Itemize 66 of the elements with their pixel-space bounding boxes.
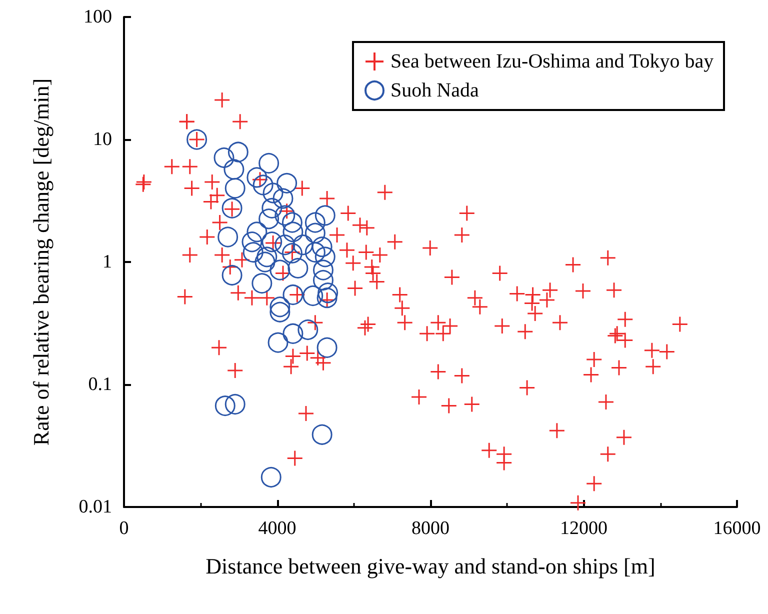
point [282, 222, 304, 242]
x-tick-label: 16000 [713, 518, 761, 539]
point [312, 270, 334, 290]
point [246, 167, 268, 188]
point [268, 332, 288, 353]
point [242, 232, 262, 252]
point [252, 273, 272, 294]
point [270, 302, 290, 322]
point [282, 323, 304, 344]
point [224, 178, 246, 198]
point [228, 142, 248, 162]
point [214, 396, 236, 416]
y-tick-label: 1 [102, 252, 112, 272]
x-tick-label: 4000 [258, 518, 296, 539]
point [312, 424, 332, 445]
y-tick-label: 100 [84, 6, 112, 28]
y-tick-label: 10 [93, 129, 112, 150]
point [262, 198, 282, 218]
point [246, 222, 268, 242]
point [282, 242, 302, 264]
point [304, 242, 326, 263]
point [224, 394, 246, 414]
point [298, 319, 318, 340]
point [276, 172, 298, 194]
y-tick-label: 0.01 [78, 496, 112, 518]
legend-label: Sea between Izu-Oshima and Tokyo bay [390, 50, 714, 72]
point [214, 147, 234, 168]
point [218, 226, 238, 248]
x-tick-label: 12000 [560, 518, 608, 539]
point [242, 242, 264, 263]
point [288, 258, 308, 278]
point [304, 212, 326, 233]
point [304, 222, 326, 244]
point [282, 212, 302, 233]
point [318, 282, 338, 304]
point [314, 205, 336, 226]
point [274, 205, 296, 226]
point [314, 246, 336, 268]
point [222, 198, 242, 218]
point [262, 232, 282, 252]
point [312, 260, 334, 280]
point [292, 234, 314, 256]
point [256, 246, 278, 268]
point [262, 182, 284, 204]
point [222, 264, 242, 286]
y-axis-title: Rate of relative bearing change [deg/min] [28, 78, 54, 446]
point [302, 286, 324, 306]
point [260, 466, 282, 488]
point [282, 284, 304, 306]
x-axis-title: Distance between give-way and stand-on ships [m] [206, 554, 656, 578]
point [316, 337, 338, 358]
x-tick-label: 0 [119, 518, 129, 539]
point [252, 174, 274, 196]
point [272, 188, 294, 209]
point [274, 234, 296, 256]
point [270, 260, 290, 280]
x-tick-label: 8000 [412, 518, 450, 539]
point [258, 208, 280, 230]
point [254, 252, 276, 272]
point [316, 288, 338, 308]
point [258, 152, 280, 174]
point [270, 296, 290, 318]
legend-label: Suoh Nada [390, 80, 479, 102]
point [312, 236, 332, 258]
y-tick-label: 0.1 [88, 374, 112, 395]
point [224, 159, 244, 180]
